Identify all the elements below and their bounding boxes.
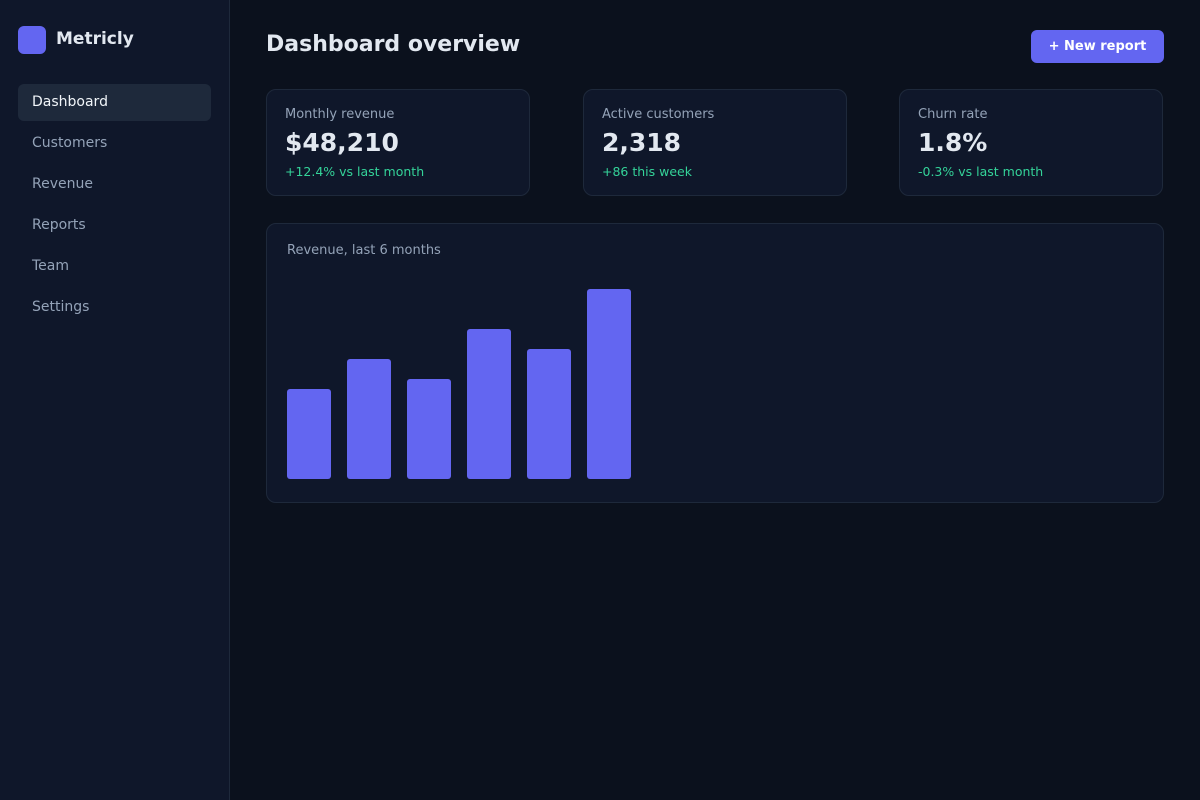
bar: [287, 389, 331, 479]
stat-label: Active customers: [602, 107, 715, 122]
new-report-button[interactable]: + New report: [1031, 30, 1164, 63]
stat-label: Churn rate: [918, 107, 988, 122]
bar: [407, 379, 451, 479]
nav-item[interactable]: Settings: [32, 299, 90, 315]
stat-card: Churn rate 1.8% -0.3% vs last month: [899, 89, 1163, 196]
page-title: Dashboard overview: [266, 32, 521, 57]
sidebar: Metricly Dashboard Customers Revenue Report…: [0, 0, 230, 800]
stat-delta: +12.4% vs last month: [285, 164, 425, 179]
chart-title: Revenue, last 6 months: [287, 243, 441, 258]
nav-item[interactable]: Team: [32, 258, 70, 274]
stat-label: Monthly revenue: [285, 107, 395, 122]
stat-delta: +86 this week: [602, 164, 692, 179]
nav-item[interactable]: Reports: [32, 217, 86, 233]
bar: [467, 329, 511, 479]
nav-item[interactable]: Revenue: [32, 176, 93, 192]
logo: [18, 26, 46, 54]
bar: [347, 359, 391, 479]
chart-panel: Revenue, last 6 months: [266, 223, 1164, 503]
bar: [587, 289, 631, 479]
stat-value: $48,210: [285, 128, 399, 157]
stat-card: Active customers 2,318 +86 this week: [583, 89, 847, 196]
chart: [287, 289, 631, 479]
stat-value: 2,318: [602, 128, 682, 157]
brand: Metricly: [56, 29, 134, 49]
stat-card: Monthly revenue $48,210 +12.4% vs last mon…: [266, 89, 530, 196]
nav-item[interactable]: Customers: [32, 135, 108, 151]
stat-value: 1.8%: [918, 128, 988, 157]
bar: [527, 349, 571, 479]
stat-delta: -0.3% vs last month: [918, 164, 1044, 179]
nav-item[interactable]: Dashboard: [18, 84, 211, 121]
